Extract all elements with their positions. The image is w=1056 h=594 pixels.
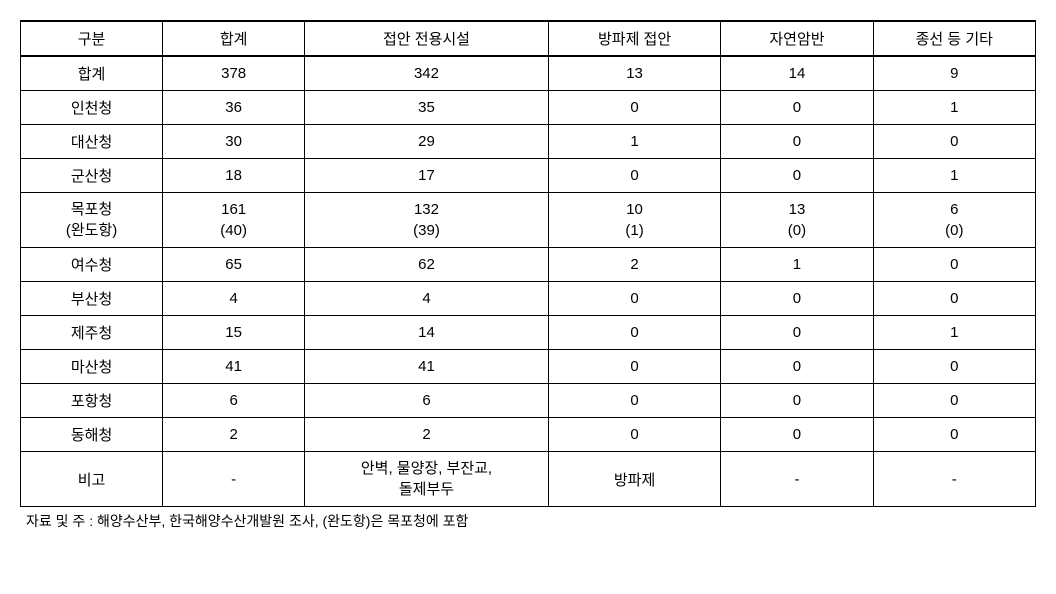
cell-natural-rock: 0 xyxy=(721,125,873,159)
header-other: 종선 등 기타 xyxy=(873,21,1035,56)
cell-dedicated: 41 xyxy=(305,350,549,384)
header-total: 합계 xyxy=(163,21,305,56)
cell-breakwater: 0 xyxy=(548,91,721,125)
table-row: 부산청 4 4 0 0 0 xyxy=(21,282,1036,316)
cell-category: 군산청 xyxy=(21,159,163,193)
cell-natural-rock: 0 xyxy=(721,418,873,452)
table-row: 목포청(완도항) 161(40) 132(39) 10(1) 13(0) 6(0… xyxy=(21,193,1036,248)
cell-dedicated: 132(39) xyxy=(305,193,549,248)
cell-total: 36 xyxy=(163,91,305,125)
cell-total: 41 xyxy=(163,350,305,384)
cell-dedicated: 안벽, 물양장, 부잔교,돌제부두 xyxy=(305,452,549,507)
cell-category: 대산청 xyxy=(21,125,163,159)
cell-total: 6 xyxy=(163,384,305,418)
table-row: 비고 - 안벽, 물양장, 부잔교,돌제부두 방파제 - - xyxy=(21,452,1036,507)
cell-total: 4 xyxy=(163,282,305,316)
cell-natural-rock: 0 xyxy=(721,159,873,193)
cell-category: 비고 xyxy=(21,452,163,507)
cell-other: 0 xyxy=(873,125,1035,159)
cell-other: 0 xyxy=(873,282,1035,316)
header-breakwater: 방파제 접안 xyxy=(548,21,721,56)
cell-other: 1 xyxy=(873,316,1035,350)
cell-total: 161(40) xyxy=(163,193,305,248)
cell-total: 378 xyxy=(163,56,305,91)
cell-dedicated: 6 xyxy=(305,384,549,418)
cell-breakwater: 0 xyxy=(548,350,721,384)
cell-breakwater: 10(1) xyxy=(548,193,721,248)
cell-breakwater: 2 xyxy=(548,248,721,282)
cell-dedicated: 342 xyxy=(305,56,549,91)
cell-category: 동해청 xyxy=(21,418,163,452)
table-body: 합계 378 342 13 14 9 인천청 36 35 0 0 1 대산청 3… xyxy=(21,56,1036,507)
header-dedicated: 접안 전용시설 xyxy=(305,21,549,56)
cell-dedicated: 2 xyxy=(305,418,549,452)
cell-other: 1 xyxy=(873,159,1035,193)
cell-total: 30 xyxy=(163,125,305,159)
cell-natural-rock: 0 xyxy=(721,282,873,316)
cell-breakwater: 0 xyxy=(548,159,721,193)
cell-natural-rock: 0 xyxy=(721,316,873,350)
header-row: 구분 합계 접안 전용시설 방파제 접안 자연암반 종선 등 기타 xyxy=(21,21,1036,56)
cell-natural-rock: 13(0) xyxy=(721,193,873,248)
cell-breakwater: 13 xyxy=(548,56,721,91)
cell-breakwater: 0 xyxy=(548,418,721,452)
cell-other: 0 xyxy=(873,350,1035,384)
cell-natural-rock: 0 xyxy=(721,91,873,125)
cell-total: 2 xyxy=(163,418,305,452)
cell-breakwater: 1 xyxy=(548,125,721,159)
table-row: 제주청 15 14 0 0 1 xyxy=(21,316,1036,350)
cell-natural-rock: - xyxy=(721,452,873,507)
cell-category: 인천청 xyxy=(21,91,163,125)
cell-total: 15 xyxy=(163,316,305,350)
cell-other: 1 xyxy=(873,91,1035,125)
cell-natural-rock: 0 xyxy=(721,350,873,384)
data-table: 구분 합계 접안 전용시설 방파제 접안 자연암반 종선 등 기타 합계 378… xyxy=(20,20,1036,507)
cell-category: 포항청 xyxy=(21,384,163,418)
cell-category: 합계 xyxy=(21,56,163,91)
table-row: 대산청 30 29 1 0 0 xyxy=(21,125,1036,159)
cell-other: 0 xyxy=(873,248,1035,282)
cell-breakwater: 0 xyxy=(548,282,721,316)
table-row: 합계 378 342 13 14 9 xyxy=(21,56,1036,91)
cell-other: - xyxy=(873,452,1035,507)
cell-dedicated: 35 xyxy=(305,91,549,125)
header-natural-rock: 자연암반 xyxy=(721,21,873,56)
cell-total: - xyxy=(163,452,305,507)
cell-dedicated: 17 xyxy=(305,159,549,193)
table-row: 포항청 6 6 0 0 0 xyxy=(21,384,1036,418)
cell-breakwater: 0 xyxy=(548,316,721,350)
header-category: 구분 xyxy=(21,21,163,56)
table-row: 군산청 18 17 0 0 1 xyxy=(21,159,1036,193)
cell-other: 0 xyxy=(873,418,1035,452)
cell-category: 목포청(완도항) xyxy=(21,193,163,248)
cell-dedicated: 4 xyxy=(305,282,549,316)
cell-dedicated: 29 xyxy=(305,125,549,159)
cell-natural-rock: 1 xyxy=(721,248,873,282)
cell-natural-rock: 0 xyxy=(721,384,873,418)
cell-other: 9 xyxy=(873,56,1035,91)
cell-breakwater: 방파제 xyxy=(548,452,721,507)
table-container: 구분 합계 접안 전용시설 방파제 접안 자연암반 종선 등 기타 합계 378… xyxy=(20,20,1036,531)
table-row: 동해청 2 2 0 0 0 xyxy=(21,418,1036,452)
table-row: 여수청 65 62 2 1 0 xyxy=(21,248,1036,282)
cell-category: 부산청 xyxy=(21,282,163,316)
cell-dedicated: 14 xyxy=(305,316,549,350)
cell-category: 여수청 xyxy=(21,248,163,282)
cell-category: 제주청 xyxy=(21,316,163,350)
cell-dedicated: 62 xyxy=(305,248,549,282)
cell-total: 18 xyxy=(163,159,305,193)
cell-other: 6(0) xyxy=(873,193,1035,248)
cell-total: 65 xyxy=(163,248,305,282)
cell-other: 0 xyxy=(873,384,1035,418)
cell-breakwater: 0 xyxy=(548,384,721,418)
cell-category: 마산청 xyxy=(21,350,163,384)
cell-natural-rock: 14 xyxy=(721,56,873,91)
table-row: 인천청 36 35 0 0 1 xyxy=(21,91,1036,125)
table-row: 마산청 41 41 0 0 0 xyxy=(21,350,1036,384)
footnote-text: 자료 및 주 : 해양수산부, 한국해양수산개발원 조사, (완도항)은 목포청… xyxy=(20,511,1036,531)
